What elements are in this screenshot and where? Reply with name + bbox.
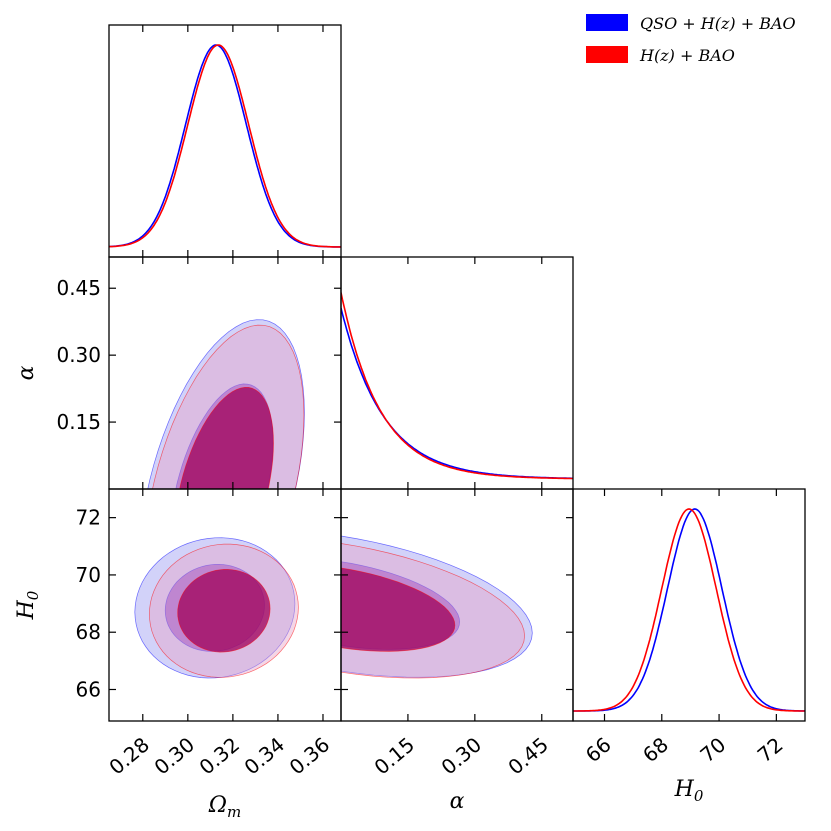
- contour-fills: [134, 319, 533, 679]
- x-tick-label-H0: 66: [581, 732, 616, 767]
- marginal-curves: [109, 44, 805, 712]
- y-axis-title-H0: H0: [14, 590, 42, 620]
- marginal-Om-series-0: [109, 44, 341, 248]
- x-tick-label-Om: 0.36: [285, 732, 335, 779]
- y-tick-label-alpha: 0.45: [56, 276, 101, 300]
- panel-frames: [108, 24, 806, 722]
- x-tick-label-Om: 0.30: [150, 732, 200, 779]
- panel-frame-Om: [108, 24, 342, 258]
- x-axis-title-H0: H0: [674, 777, 704, 805]
- x-tick-label-Om: 0.32: [195, 732, 245, 779]
- panel-frame-alpha: [340, 256, 574, 490]
- legend-swatch-qso: [586, 14, 628, 31]
- x-tick-label-Om: 0.28: [104, 732, 154, 779]
- marginal-H0-series-1: [573, 508, 805, 712]
- x-tick-label-H0: 68: [638, 732, 673, 767]
- x-tick-label-H0: 70: [695, 732, 730, 767]
- x-tick-label-alpha: 0.15: [370, 732, 420, 779]
- contour-68-Om_alpha-series-1: [179, 386, 274, 489]
- legend-label-hz: H(z) + BAO: [639, 46, 735, 65]
- marginal-alpha-series-1: [341, 292, 573, 480]
- contour-68-alpha_H0-series-1: [341, 567, 456, 652]
- y-axis-title-alpha: α: [14, 365, 39, 380]
- x-axis-title-alpha: α: [450, 789, 465, 814]
- legend: QSO + H(z) + BAO H(z) + BAO: [586, 14, 796, 65]
- marginal-Om-series-1: [109, 44, 341, 248]
- legend-swatch-hz: [586, 46, 628, 63]
- legend-label-qso: QSO + H(z) + BAO: [640, 14, 796, 33]
- y-tick-label-H0: 70: [76, 563, 101, 587]
- contour-68-Om_H0-series-1: [177, 569, 271, 653]
- y-tick-label-H0: 68: [76, 620, 101, 644]
- y-tick-label-H0: 66: [76, 677, 101, 701]
- x-tick-label-alpha: 0.30: [437, 732, 487, 779]
- x-tick-label-H0: 72: [753, 732, 788, 767]
- marginal-H0-series-0: [573, 508, 805, 712]
- y-tick-label-alpha: 0.30: [56, 343, 101, 367]
- x-axis-title-Om: Ωm: [208, 793, 241, 821]
- marginal-alpha-series-0: [341, 307, 573, 480]
- y-tick-label-alpha: 0.15: [56, 410, 101, 434]
- x-tick-label-Om: 0.34: [240, 732, 290, 779]
- panel-frame-H0: [572, 488, 806, 722]
- x-tick-label-alpha: 0.45: [503, 732, 553, 779]
- y-tick-label-H0: 72: [76, 506, 101, 530]
